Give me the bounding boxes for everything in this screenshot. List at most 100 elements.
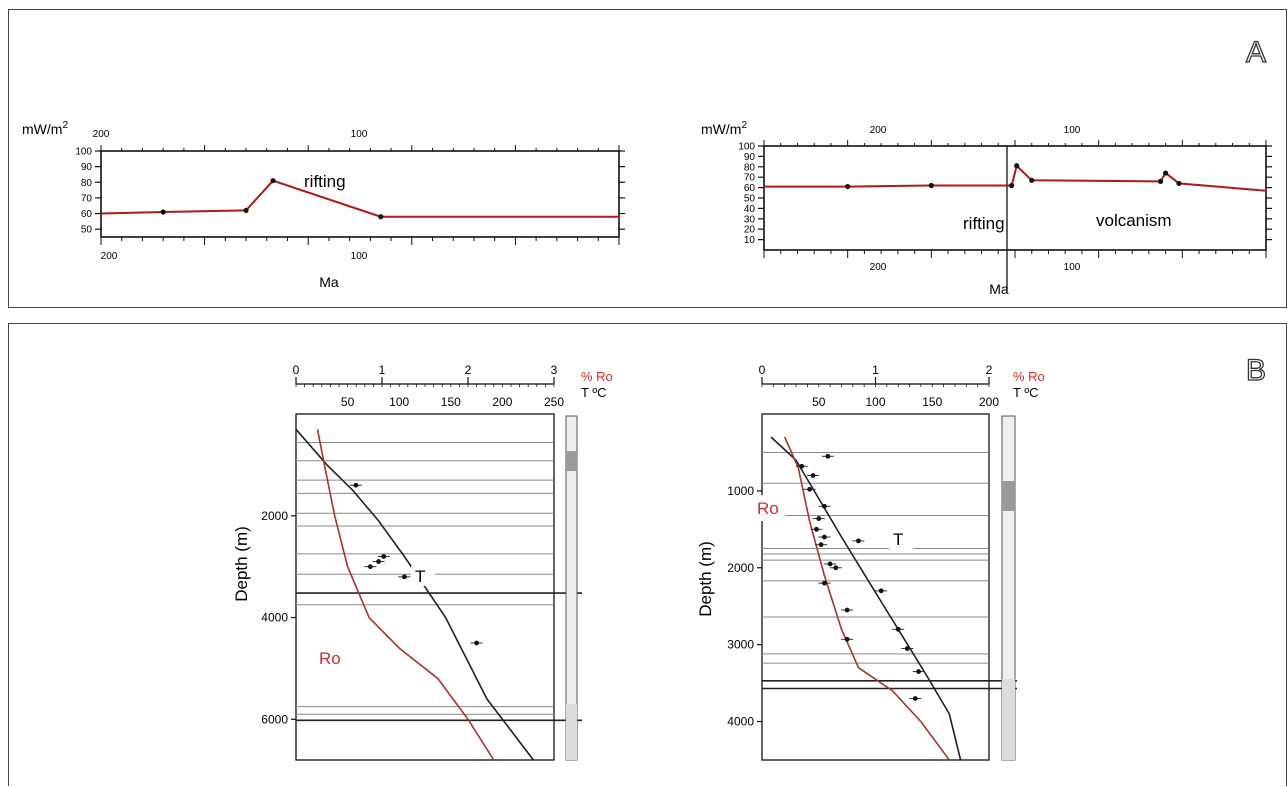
bottom-tick-label: 200 — [870, 262, 887, 273]
t-tick-label: 100 — [389, 395, 409, 409]
top-tick-label: 100 — [351, 129, 368, 140]
heatflow-vertex — [845, 183, 851, 190]
heatflow-vertex — [1029, 177, 1035, 183]
heatflow-plot-left: mW/m2 200 100 200 100 Ma rifting 50 60 70 8… — [22, 120, 625, 290]
depth-axis-label: Depth (m) — [232, 526, 251, 602]
measurement-point — [807, 486, 813, 492]
measurement-point — [833, 565, 839, 571]
vitrinite-curve — [316, 429, 495, 761]
annotation-rifting: rifting — [304, 172, 346, 191]
measurement-point — [822, 503, 827, 509]
heatflow-vertex — [160, 209, 166, 215]
heatflow-vertex — [1014, 163, 1020, 169]
y-tick-label: 100 — [75, 147, 92, 158]
heatflow-vertex — [928, 182, 934, 189]
heatflow-vertex — [1163, 170, 1169, 176]
ro-tick-label: 2 — [986, 363, 993, 377]
measurement-point — [895, 626, 901, 632]
measurement-point — [827, 561, 833, 567]
measurement-point — [474, 640, 479, 646]
t-tick-label: 200 — [492, 395, 512, 409]
ro-axis-label: % Ro — [1013, 369, 1045, 384]
lithology-hatched-layer — [566, 704, 577, 760]
heatflow-vertex — [1009, 182, 1015, 189]
y-tick-label: 90 — [744, 152, 756, 163]
y-tick-label: 20 — [744, 225, 756, 236]
depth-tick-label: 1000 — [727, 484, 754, 498]
x-axis-label: Ma — [319, 274, 339, 290]
t-tick-label: 200 — [979, 395, 999, 409]
x-axis-label: Ma — [989, 281, 1009, 297]
depth-tick-label: 4000 — [727, 715, 754, 729]
temperature-curve — [770, 436, 962, 761]
plot-frame — [763, 145, 1267, 251]
measurement-point — [878, 588, 884, 594]
t-axis-label: T ºC — [1013, 385, 1038, 400]
y-tick-label: 30 — [744, 214, 756, 225]
t-tick-label: 100 — [865, 395, 885, 409]
lithology-dark-layer — [566, 451, 577, 471]
top-tick-label: 200 — [870, 125, 887, 136]
well-profile-right: 0 1 2 % Ro T ºC 50 100 150 200 1000 2000 3000 40… — [696, 363, 1045, 761]
measurement-point — [367, 564, 373, 570]
y-tick-label: 50 — [744, 194, 756, 205]
t-tick-label: 50 — [341, 395, 355, 409]
annotation-volcanism: volcanism — [1096, 211, 1172, 230]
y-tick-label: 70 — [744, 173, 756, 184]
bottom-tick-label: 100 — [351, 251, 368, 262]
measurement-point — [822, 580, 827, 586]
measurement-point — [856, 538, 861, 544]
heatflow-vertex — [243, 207, 249, 214]
depth-axis-label: Depth (m) — [696, 541, 715, 617]
vitrinite-curve — [783, 436, 950, 761]
panel-a: A mW/m2 200 100 200 100 Ma rifting 50 60 7… — [8, 9, 1287, 308]
measurement-point — [814, 526, 819, 532]
y-tick-label: 40 — [744, 204, 756, 215]
t-tick-label: 50 — [812, 395, 826, 409]
panel-letter-a: A — [1246, 36, 1266, 69]
y-unit-label: mW/m2 — [701, 120, 747, 137]
ro-tick-label: 1 — [379, 363, 386, 377]
measurement-point — [818, 542, 824, 548]
y-tick-label: 80 — [81, 178, 93, 189]
label-backing — [889, 528, 913, 550]
ro-tick-label: 2 — [465, 363, 472, 377]
panel-a-figure: A mW/m2 200 100 200 100 Ma rifting 50607… — [22, 35, 1272, 297]
ro-tick-label: 0 — [293, 363, 300, 377]
measurement-point — [844, 607, 850, 613]
lithology-dark-layer — [1002, 481, 1015, 511]
curve-label-t: T — [893, 530, 903, 549]
y-tick-label: 80 — [744, 162, 756, 173]
y-tick-label: 70 — [81, 193, 93, 204]
measurement-point — [353, 482, 359, 488]
y-tick-label: 10 — [744, 235, 756, 246]
top-tick-label: 200 — [93, 129, 110, 140]
y-tick-label: 50 — [81, 225, 93, 236]
ro-tick-label: 3 — [551, 363, 558, 377]
measurement-point — [799, 463, 805, 469]
curve-label-ro: Ro — [757, 499, 779, 518]
depth-tick-label: 2000 — [261, 509, 288, 523]
y-tick-label: 100 — [738, 142, 755, 153]
depth-tick-label: 2000 — [727, 561, 754, 575]
ro-axis-label: % Ro — [581, 369, 613, 384]
well-profile-left: 0 1 2 3 % Ro T ºC 50 100 150 200 250 2000 4000 60… — [232, 363, 613, 761]
heatflow-vertex — [1176, 180, 1182, 187]
heatflow-line — [100, 179, 619, 218]
measurement-point — [810, 473, 816, 478]
depth-tick-label: 4000 — [261, 611, 288, 625]
measurement-point — [822, 534, 827, 540]
measurement-point — [825, 453, 831, 459]
temperature-curve — [295, 428, 535, 761]
depth-tick-label: 3000 — [727, 638, 754, 652]
top-tick-label: 100 — [1064, 125, 1081, 136]
heatflow-vertex — [1157, 178, 1164, 184]
bottom-tick-label: 100 — [1064, 262, 1081, 273]
plot-frame — [100, 150, 620, 238]
measurement-point — [916, 669, 922, 674]
heatflow-plot-right: mW/m2 200 100 200 100 Ma rifting volcani… — [701, 120, 1272, 297]
ro-tick-label: 0 — [759, 363, 766, 377]
measurement-point — [381, 554, 387, 559]
